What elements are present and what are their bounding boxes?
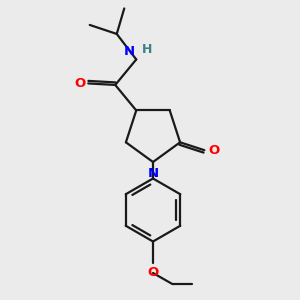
Text: N: N	[124, 45, 135, 58]
Text: O: O	[74, 77, 85, 90]
Text: O: O	[208, 144, 220, 157]
Text: N: N	[147, 167, 159, 179]
Text: H: H	[142, 44, 152, 56]
Text: O: O	[147, 266, 159, 279]
